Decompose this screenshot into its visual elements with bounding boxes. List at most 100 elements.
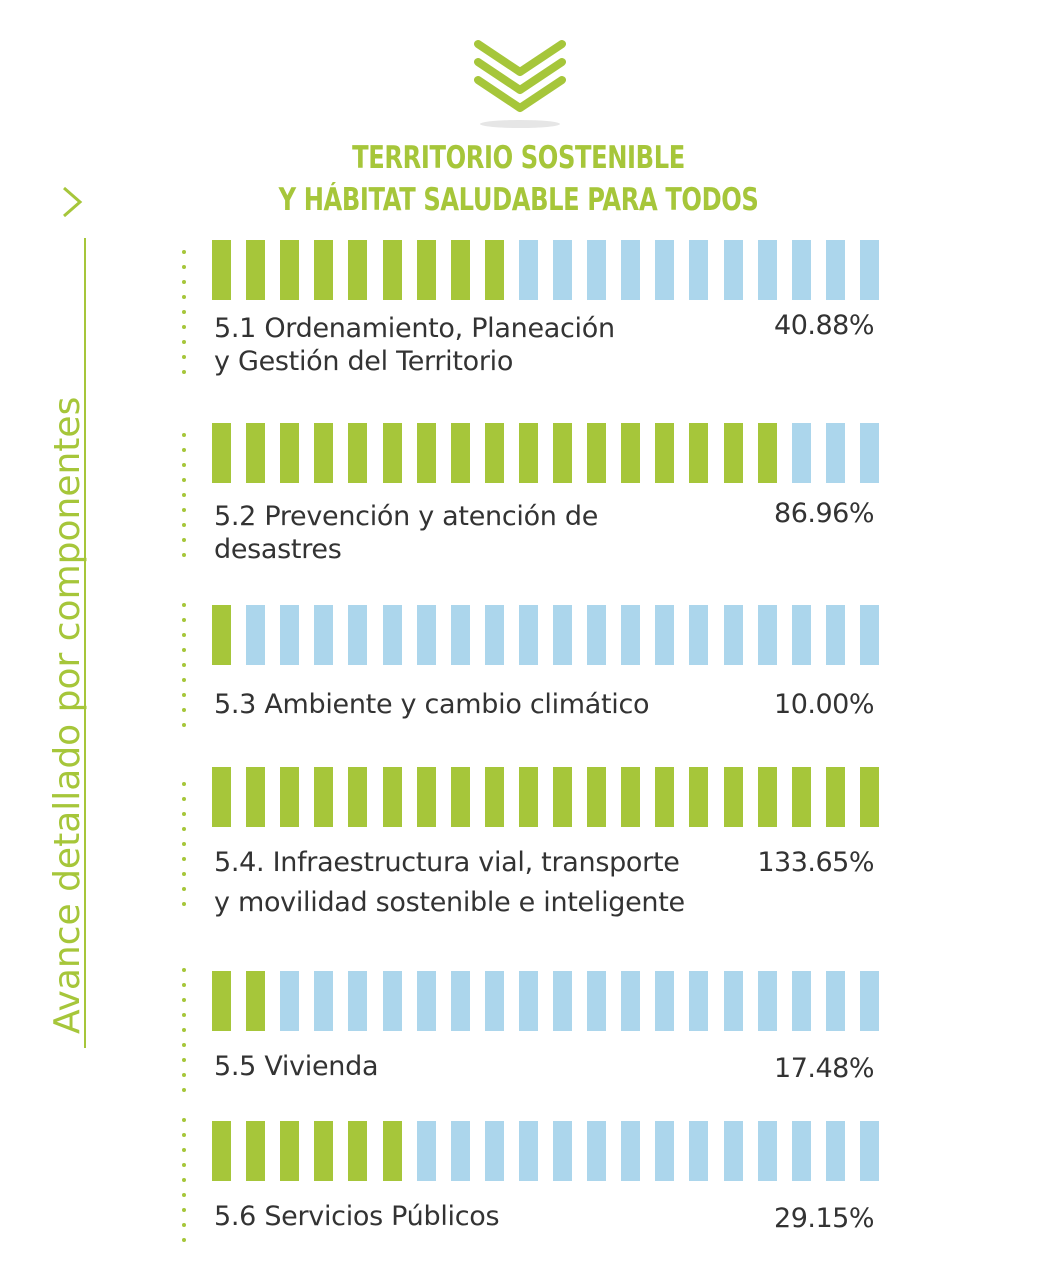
guide-dot (182, 1148, 186, 1152)
segment-filled (212, 423, 231, 483)
segment-filled (757, 767, 777, 827)
segment-empty (518, 971, 538, 1031)
segment-empty (621, 605, 641, 665)
segment-empty (825, 605, 845, 665)
segment-filled (689, 423, 709, 483)
segment-empty (450, 971, 470, 1031)
segment-empty (314, 605, 334, 665)
segment-filled (587, 767, 607, 827)
segment-empty (859, 605, 879, 665)
triple-chevron-down-icon (474, 40, 566, 128)
segment-empty (621, 971, 641, 1031)
guide-dot (182, 553, 186, 557)
segment-filled (280, 423, 300, 483)
segment-filled (518, 423, 538, 483)
segment-filled (382, 1121, 402, 1181)
guide-dot (182, 968, 186, 972)
guide-dot (182, 493, 186, 497)
segment-filled (382, 240, 402, 300)
segment-filled (621, 767, 641, 827)
guide-dot (182, 708, 186, 712)
segment-empty (859, 1121, 879, 1181)
segment-filled (348, 1121, 368, 1181)
segment-bar (212, 423, 879, 483)
guide-dot (182, 842, 186, 846)
segment-bar (212, 767, 879, 827)
segment-empty (246, 605, 266, 665)
segment-empty (416, 605, 436, 665)
segment-bar (212, 240, 879, 300)
guide-dot (182, 1118, 186, 1122)
segment-filled (212, 240, 231, 300)
component-label-line: 5.6 Servicios Públicos (214, 1201, 500, 1232)
component-label-line: y movilidad sostenible e inteligente (214, 887, 685, 918)
segment-empty (518, 1121, 538, 1181)
segment-empty (518, 605, 538, 665)
segment-empty (791, 423, 811, 483)
component-label: 5.5 Vivienda (214, 1050, 754, 1083)
component-label: 5.4. Infraestructura vial, transporte y m… (214, 843, 754, 923)
segment-empty (518, 240, 538, 300)
segment-empty (791, 1121, 811, 1181)
segment-filled (450, 240, 470, 300)
segment-filled (723, 423, 743, 483)
chart-title-line-1: TERRITORIO SOSTENIBLE (352, 140, 685, 176)
guide-dot (182, 633, 186, 637)
segment-empty (689, 240, 709, 300)
segment-empty (450, 1121, 470, 1181)
segment-empty (416, 1121, 436, 1181)
segment-filled (348, 240, 368, 300)
segment-filled (212, 605, 231, 665)
guide-dot (182, 1043, 186, 1047)
segment-empty (587, 971, 607, 1031)
segment-filled (484, 767, 504, 827)
segment-empty (553, 605, 572, 665)
segment-filled (314, 423, 334, 483)
segment-empty (621, 1121, 641, 1181)
segment-empty (553, 971, 572, 1031)
segment-empty (484, 1121, 504, 1181)
guide-dot (182, 433, 186, 437)
segment-filled (416, 423, 436, 483)
segment-filled (655, 423, 675, 483)
segment-empty (689, 605, 709, 665)
segment-empty (416, 971, 436, 1031)
segment-empty (587, 1121, 607, 1181)
guide-dot (182, 723, 186, 727)
segment-empty (791, 605, 811, 665)
component-value: 17.48% (774, 1053, 874, 1084)
segment-empty (382, 605, 402, 665)
component-label: 5.6 Servicios Públicos (214, 1200, 754, 1233)
segment-empty (655, 240, 675, 300)
segment-empty (757, 971, 777, 1031)
segment-empty (825, 423, 845, 483)
component-label: 5.3 Ambiente y cambio climático (214, 688, 754, 721)
guide-dot (182, 1073, 186, 1077)
segment-empty (348, 971, 368, 1031)
guide-dot (182, 1088, 186, 1092)
segment-empty (655, 971, 675, 1031)
guide-dot (182, 1058, 186, 1062)
segment-filled (314, 240, 334, 300)
component-label: 5.2 Prevención y atención de desastres (214, 500, 754, 566)
segment-empty (859, 240, 879, 300)
segment-bar (212, 1121, 879, 1181)
segment-empty (723, 605, 743, 665)
segment-empty (689, 971, 709, 1031)
guide-dot (182, 797, 186, 801)
segment-empty (723, 240, 743, 300)
segment-empty (757, 1121, 777, 1181)
segment-empty (484, 971, 504, 1031)
component-label-line: 5.1 Ordenamiento, Planeación (214, 313, 615, 344)
segment-filled (212, 767, 231, 827)
guide-dot (182, 827, 186, 831)
segment-filled (246, 767, 266, 827)
component-value: 133.65% (757, 847, 874, 878)
segment-empty (791, 971, 811, 1031)
segment-empty (825, 1121, 845, 1181)
segment-filled (621, 423, 641, 483)
segment-filled (212, 971, 231, 1031)
segment-filled (348, 767, 368, 827)
guide-dot (182, 1028, 186, 1032)
segment-filled (246, 240, 266, 300)
